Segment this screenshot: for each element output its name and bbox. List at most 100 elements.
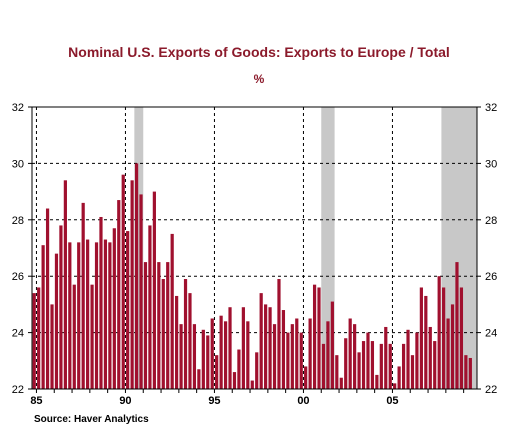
bar — [446, 318, 450, 389]
bar — [255, 352, 259, 389]
bar — [393, 383, 397, 389]
y-tick-label-left: 22 — [12, 384, 24, 396]
bar — [304, 366, 308, 389]
bar — [450, 304, 455, 389]
bar — [290, 324, 294, 389]
bar — [206, 335, 210, 389]
bar — [330, 301, 334, 389]
bar — [72, 284, 76, 389]
chart-subtitle: % — [253, 72, 265, 86]
bar — [433, 341, 437, 389]
bar — [81, 202, 85, 389]
bar — [401, 343, 406, 389]
bar — [63, 180, 67, 389]
bar — [370, 341, 375, 389]
bar — [112, 228, 116, 389]
x-tick-label: 05 — [386, 395, 398, 407]
bar — [86, 239, 90, 389]
bar — [272, 324, 277, 389]
bar — [45, 208, 50, 389]
bar — [361, 341, 366, 389]
bar — [108, 242, 112, 389]
x-tick-label: 00 — [297, 395, 309, 407]
bar — [353, 324, 357, 389]
bar — [259, 293, 263, 389]
bar — [339, 377, 343, 389]
y-tick-label-left: 24 — [12, 328, 24, 340]
bar — [308, 318, 312, 389]
bar — [428, 326, 432, 389]
x-tick-label: 90 — [119, 395, 131, 407]
bar — [157, 262, 161, 389]
bar — [468, 357, 472, 389]
bar — [77, 242, 81, 389]
bar — [375, 374, 379, 389]
bar — [148, 225, 152, 389]
bar — [264, 304, 268, 389]
bar — [268, 307, 272, 389]
bar — [437, 276, 441, 389]
chart-title: Nominal U.S. Exports of Goods: Exports t… — [68, 44, 450, 60]
bar — [348, 318, 352, 389]
y-tick-label-right: 26 — [485, 271, 497, 283]
bar — [121, 174, 125, 389]
bar — [166, 262, 170, 389]
y-tick-label-right: 28 — [485, 215, 497, 227]
bar — [103, 239, 108, 389]
bar — [397, 366, 401, 389]
bar — [312, 284, 317, 389]
bar — [232, 372, 237, 389]
bar — [90, 284, 94, 389]
bar — [237, 349, 241, 389]
bar — [406, 329, 410, 389]
source-note: Source: Haver Analytics — [34, 414, 149, 425]
bar — [188, 293, 192, 389]
bar — [281, 310, 286, 389]
bar — [68, 242, 72, 389]
bar — [442, 287, 446, 389]
bar — [379, 343, 383, 389]
bar — [183, 279, 188, 389]
bar — [54, 253, 59, 389]
bar — [228, 307, 232, 389]
bar — [241, 307, 245, 389]
bar — [424, 295, 428, 389]
bar — [357, 352, 361, 389]
bar — [32, 293, 36, 389]
bar — [223, 321, 228, 389]
x-tick-label: 95 — [208, 395, 220, 407]
bar — [388, 343, 392, 389]
y-tick-label-right: 22 — [485, 384, 497, 396]
plot-frame — [31, 106, 478, 390]
bar — [419, 287, 423, 389]
bar — [117, 200, 121, 389]
bar — [250, 380, 254, 389]
bar — [134, 163, 139, 389]
bar — [286, 332, 290, 389]
y-tick-label-left: 32 — [12, 102, 24, 114]
bar — [277, 279, 281, 389]
bar — [179, 324, 183, 389]
bar — [50, 304, 54, 389]
y-tick-label-right: 24 — [485, 328, 497, 340]
recession-shade-0 — [134, 107, 144, 389]
bar — [192, 324, 197, 389]
bar — [366, 332, 370, 389]
bar — [295, 318, 299, 389]
bar — [344, 338, 348, 389]
bar — [219, 315, 223, 389]
bar — [152, 191, 156, 389]
bar — [326, 321, 330, 389]
bar — [139, 194, 143, 389]
y-tick-label-right: 32 — [485, 102, 497, 114]
bar — [210, 318, 214, 389]
bar — [317, 287, 321, 389]
bar — [94, 242, 99, 389]
bar — [170, 233, 174, 389]
bar — [59, 225, 63, 389]
y-tick-label-left: 26 — [12, 271, 24, 283]
bar — [459, 287, 464, 389]
bar — [215, 355, 219, 389]
bar — [197, 369, 201, 389]
